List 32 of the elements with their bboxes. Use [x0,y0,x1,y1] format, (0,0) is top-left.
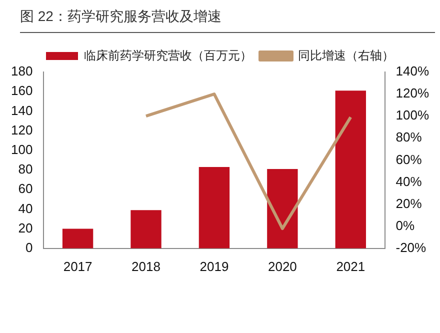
y-tick-label: 20 [18,220,33,236]
y-tick-label: 100 [10,142,33,157]
y2-tick-label: 60% [396,152,422,167]
y2-tick-label: 0% [396,218,415,233]
y-tick-label: 80 [18,162,33,177]
y-tick-label: 40 [18,200,33,216]
bar [267,169,298,248]
y-tick-label: 120 [10,122,33,138]
y2-tick-label: 140% [396,64,430,79]
y2-tick-label: 80% [396,130,422,145]
legend-label: 临床前药学研究营收（百万元） [84,48,252,62]
y2-tick-label: -20% [396,240,427,255]
y2-tick-label: 40% [396,174,422,189]
bar [62,228,94,248]
y-tick-label: 0 [25,240,33,255]
bar [335,90,366,248]
x-tick-label: 2017 [63,258,92,274]
y2-tick-label: 100% [396,108,430,123]
y-tick-label: 160 [10,83,33,98]
y-tick-label: 140 [10,102,33,118]
x-tick-label: 2019 [200,258,229,274]
y2-tick-label: 120% [396,86,430,101]
x-tick-label: 2020 [268,258,297,274]
y2-tick-label: 20% [396,196,422,211]
y-tick-label: 180 [10,64,33,79]
bar [198,167,230,248]
bar [130,210,162,248]
x-tick-label: 2018 [132,258,160,274]
x-tick-label: 2021 [336,258,366,274]
chart-title: 图 22：药学研究服务营收及增速 [20,8,435,33]
y-tick-label: 60 [18,181,33,196]
legend-label: 同比增速（右轴） [298,48,394,62]
